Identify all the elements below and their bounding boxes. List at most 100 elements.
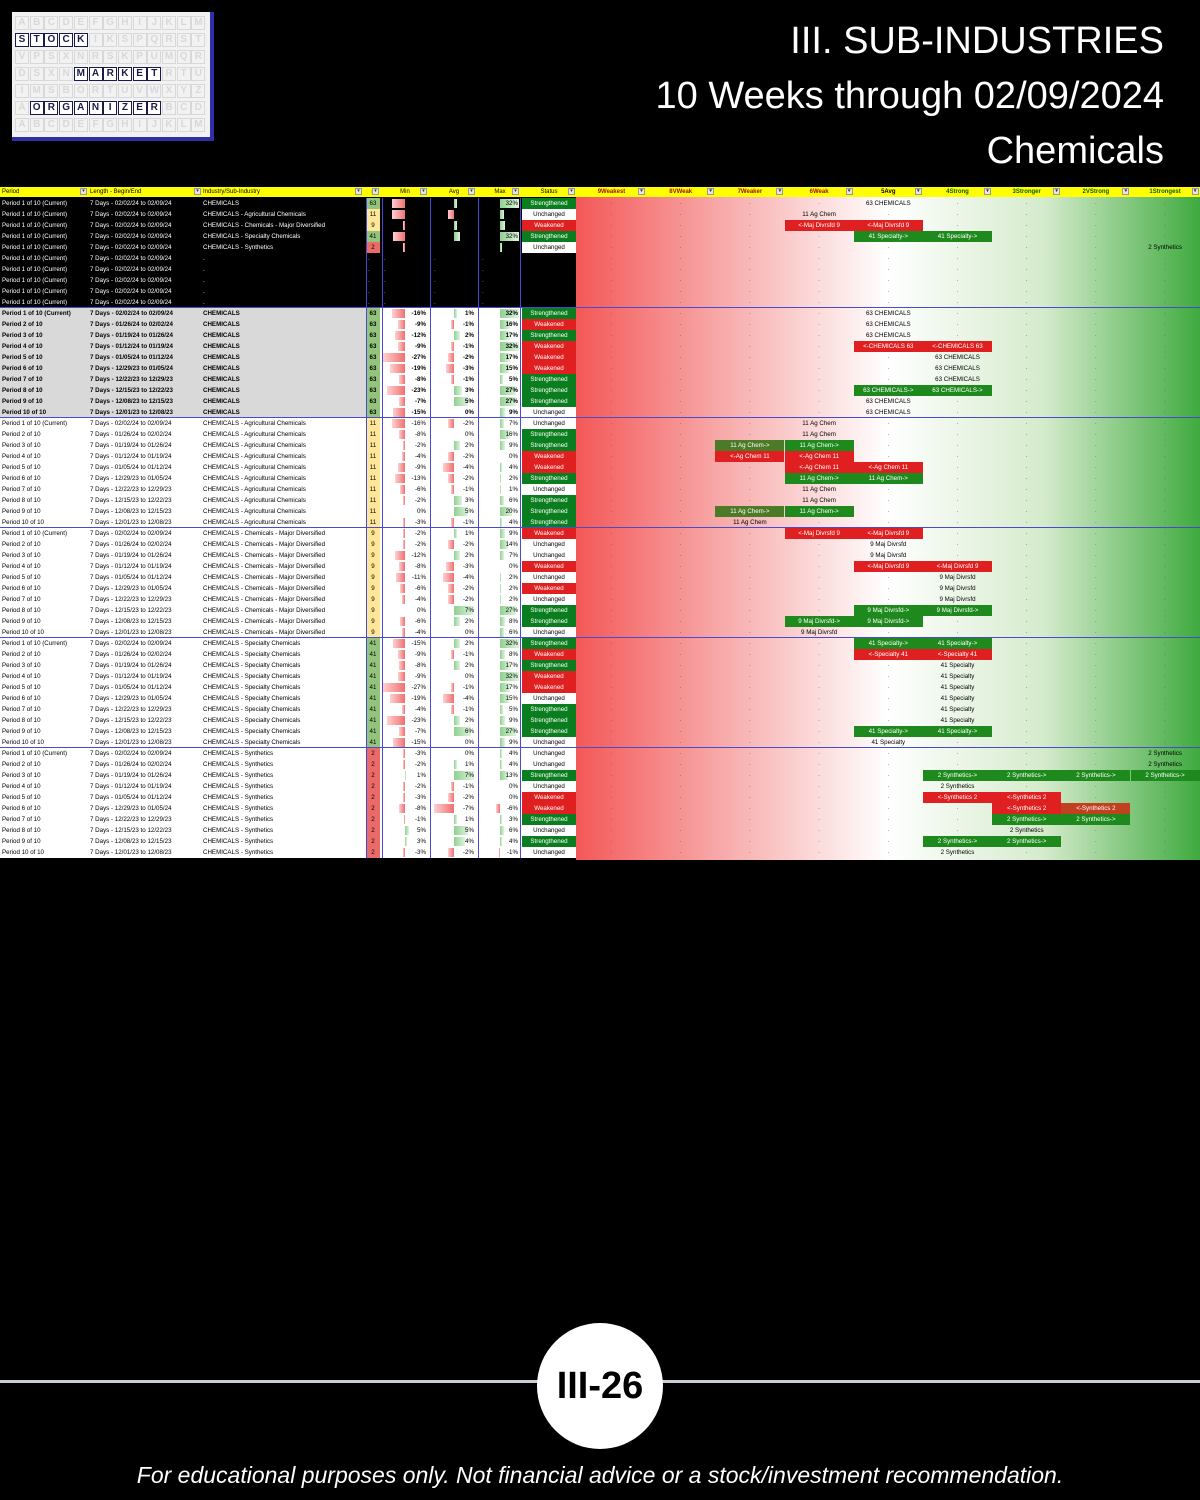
- column-header[interactable]: Period ▾: [2, 187, 88, 197]
- row-stats-background: [366, 495, 576, 506]
- band-empty-dot: .: [1025, 530, 1028, 536]
- cell-min: -6%: [414, 618, 426, 625]
- group-separator-line: [0, 527, 1200, 528]
- table-row: Period 3 of 10 7 Days - 01/19/24 to 01/26…: [0, 550, 1200, 561]
- band-position-label: 9 Maj Divrsfd: [870, 552, 907, 559]
- cell-min: -3%: [414, 750, 426, 757]
- band-header[interactable]: 5Avg ▾: [854, 187, 923, 197]
- band-header[interactable]: 8VWeak ▾: [646, 187, 715, 197]
- band-position-label: 63 CHEMICALS: [865, 398, 911, 405]
- band-empty-dot: .: [1095, 464, 1097, 470]
- band-header[interactable]: 2VStrong ▾: [1061, 187, 1130, 197]
- band-empty-dot: .: [818, 288, 820, 294]
- band-header[interactable]: 1Strongest ▾: [1131, 187, 1200, 197]
- cell-avg: 5%: [465, 827, 474, 834]
- band-move-pill: 9 Maj Divrsfd->: [784, 616, 854, 627]
- band-empty-dot: .: [1164, 398, 1166, 404]
- column-header[interactable]: #▾: [366, 187, 380, 197]
- cell-industry: CHEMICALS - Agricultural Chemicals: [203, 486, 306, 493]
- band-header[interactable]: 7Weaker ▾: [715, 187, 784, 197]
- filter-dropdown-icon[interactable]: ▾: [420, 188, 427, 195]
- cell-max: 0%: [509, 563, 518, 570]
- filter-dropdown-icon[interactable]: ▾: [512, 188, 519, 195]
- column-header[interactable]: Length - Begin/End ▾: [90, 187, 202, 197]
- filter-dropdown-icon[interactable]: ▾: [80, 188, 87, 195]
- filter-dropdown-icon[interactable]: ▾: [914, 188, 922, 195]
- table-row: Period 1 of 10 (Current) 7 Days - 02/02/2…: [0, 297, 1200, 308]
- band-header[interactable]: 9Weakest ▾: [577, 187, 646, 197]
- column-header[interactable]: Min ▾: [382, 187, 428, 197]
- filter-dropdown-icon[interactable]: ▾: [776, 188, 784, 195]
- band-empty-dot: .: [1025, 266, 1028, 272]
- min-data-bar: [402, 243, 405, 252]
- band-empty-dot: .: [749, 431, 751, 437]
- band-header[interactable]: 6Weak ▾: [785, 187, 854, 197]
- cell-avg: 1%: [465, 222, 474, 229]
- filter-dropdown-icon[interactable]: ▾: [1191, 188, 1199, 195]
- filter-dropdown-icon[interactable]: ▾: [194, 188, 201, 195]
- filter-dropdown-icon[interactable]: ▾: [468, 188, 475, 195]
- cell-count: 2: [366, 781, 380, 792]
- band-empty-dot: .: [1025, 277, 1028, 283]
- table-row: Period 3 of 10 7 Days - 01/19/24 to 01/26…: [0, 330, 1200, 341]
- min-data-bar: [393, 232, 405, 241]
- band-empty-dot: .: [1095, 519, 1097, 525]
- cell-industry: CHEMICALS: [203, 343, 240, 350]
- cell-industry: CHEMICALS - Chemicals - Major Diversifie…: [203, 541, 326, 548]
- cell-period: Period 5 of 10: [2, 684, 41, 691]
- table-row: Period 6 of 10 7 Days - 12/29/23 to 01/05…: [0, 693, 1200, 704]
- band-empty-dot: .: [956, 321, 959, 327]
- band-empty-dot: .: [749, 816, 751, 822]
- table-row: Period 1 of 10 (Current) 7 Days - 02/02/2…: [0, 264, 1200, 275]
- cell-count: 63: [366, 198, 380, 209]
- band-header[interactable]: 4Strong ▾: [923, 187, 992, 197]
- band-header[interactable]: 3Stronger ▾: [992, 187, 1061, 197]
- band-empty-dot: .: [749, 761, 751, 767]
- cell-max: 15%: [505, 365, 518, 372]
- filter-dropdown-icon[interactable]: ▾: [1122, 188, 1130, 195]
- row-label-background: [0, 704, 366, 715]
- band-empty-dot: .: [1095, 299, 1097, 305]
- band-empty-dot: .: [1095, 486, 1097, 492]
- cell-count: 41: [366, 726, 380, 737]
- band-move-pill: 2 Synthetics->: [923, 770, 992, 781]
- filter-dropdown-icon[interactable]: ▾: [1053, 188, 1061, 195]
- cell-industry: CHEMICALS - Synthetics: [203, 750, 274, 757]
- filter-dropdown-icon[interactable]: ▾: [845, 188, 853, 195]
- row-stats-background: [366, 704, 576, 715]
- cell-min: -3%: [414, 244, 426, 251]
- band-empty-dot: .: [956, 299, 959, 305]
- table-row: Period 1 of 10 (Current) 7 Days - 02/02/2…: [0, 198, 1200, 209]
- table-row: Period 1 of 10 (Current) 7 Days - 02/02/2…: [0, 231, 1200, 242]
- filter-dropdown-icon[interactable]: ▾: [638, 188, 645, 195]
- max-data-bar: [500, 199, 520, 208]
- cell-max: 2%: [509, 585, 518, 592]
- cell-length: 7 Days - 12/15/23 to 12/22/23: [90, 717, 172, 724]
- band-empty-dot: .: [887, 266, 890, 272]
- cell-max: 9%: [509, 222, 518, 229]
- row-label-background: [0, 561, 366, 572]
- band-empty-dot: .: [1095, 695, 1097, 701]
- logo-word-letter: Z: [117, 101, 132, 115]
- band-empty-dot: .: [679, 453, 682, 459]
- cell-status: Strengthened: [522, 638, 576, 649]
- column-header[interactable]: Avg ▾: [432, 187, 476, 197]
- avg-data-bar: [454, 397, 468, 406]
- band-empty-dot: .: [749, 222, 751, 228]
- filter-dropdown-icon[interactable]: ▾: [568, 188, 575, 195]
- logo-filler-letter: I: [88, 33, 103, 47]
- filter-dropdown-icon[interactable]: ▾: [707, 188, 715, 195]
- logo-filler-letter: M: [191, 118, 206, 132]
- column-header[interactable]: Status ▾: [522, 187, 576, 197]
- column-header[interactable]: Max ▾: [480, 187, 520, 197]
- logo-filler-letter: E: [73, 16, 88, 30]
- filter-dropdown-icon[interactable]: ▾: [355, 188, 362, 195]
- band-empty-dot: .: [887, 772, 890, 778]
- column-header[interactable]: Industry/Sub-Industry ▾: [203, 187, 363, 197]
- band-empty-dot: .: [1095, 849, 1097, 855]
- row-stats-background: [366, 198, 576, 209]
- filter-dropdown-icon[interactable]: ▾: [372, 188, 379, 195]
- filter-dropdown-icon[interactable]: ▾: [984, 188, 991, 195]
- logo-filler-letter: S: [176, 33, 191, 47]
